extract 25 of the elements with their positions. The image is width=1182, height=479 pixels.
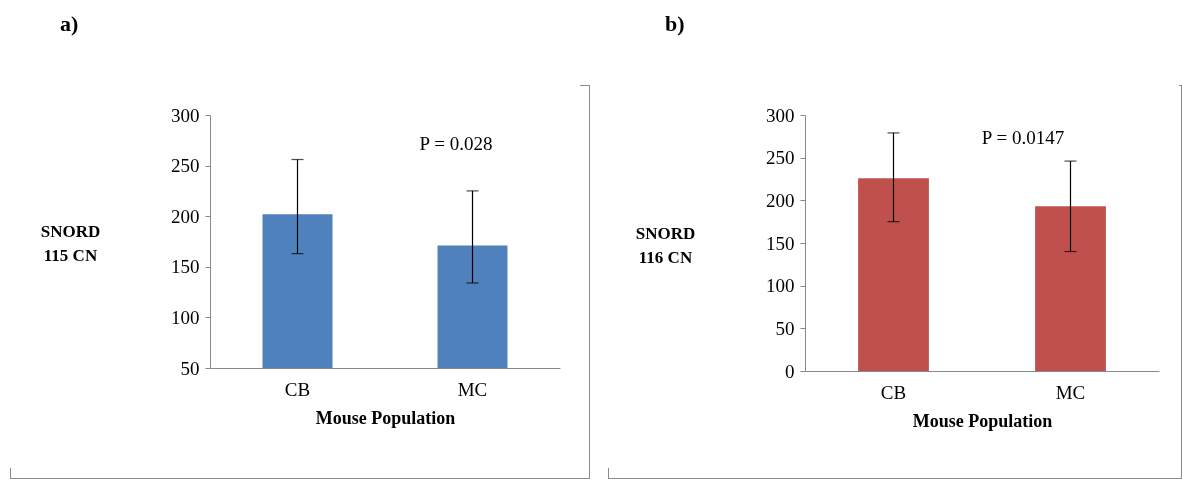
y-tick-label: 300 bbox=[766, 104, 795, 126]
y-tick-label: 250 bbox=[766, 147, 795, 169]
y-axis-title: SNORD 115 CN bbox=[40, 222, 101, 265]
x-tick-label: CB bbox=[880, 381, 907, 403]
x-axis-title: Mouse Population bbox=[912, 410, 1053, 431]
y-tick-label: 300 bbox=[171, 104, 200, 126]
y-tick-label: 200 bbox=[171, 205, 200, 227]
annotation: P = 0.028 bbox=[419, 133, 493, 154]
y-tick-label: 0 bbox=[785, 360, 795, 382]
annotation: P = 0.0147 bbox=[981, 127, 1065, 148]
x-tick-label: MC bbox=[457, 378, 488, 400]
y-tick-label: 100 bbox=[171, 306, 200, 328]
y-tick-label: 50 bbox=[180, 357, 200, 379]
y-tick-label: 150 bbox=[171, 256, 200, 278]
chart-title: b) bbox=[665, 11, 685, 36]
y-tick-label: 250 bbox=[171, 155, 200, 177]
y-tick-label: 100 bbox=[766, 275, 795, 297]
y-tick-label: 200 bbox=[766, 189, 795, 211]
y-tick-label: 150 bbox=[766, 232, 795, 254]
x-tick-label: CB bbox=[284, 378, 311, 400]
chart-title: a) bbox=[60, 11, 79, 36]
x-axis-title: Mouse Population bbox=[315, 407, 456, 428]
x-tick-label: MC bbox=[1055, 381, 1086, 403]
y-axis-title: SNORD 116 CN bbox=[635, 223, 696, 267]
y-tick-label: 50 bbox=[775, 317, 795, 339]
